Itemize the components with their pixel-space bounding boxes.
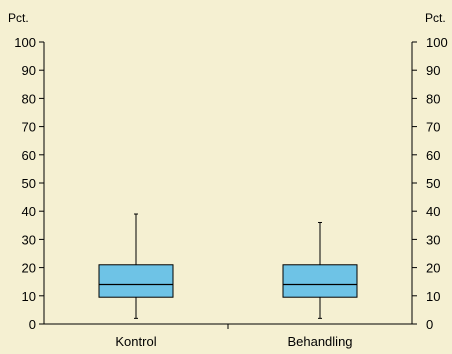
y-tick-label-left: 20 (22, 261, 36, 276)
y-tick-label-right: 70 (426, 120, 440, 135)
y-tick-label-right: 40 (426, 204, 440, 219)
y-tick-label-left: 50 (22, 176, 36, 191)
y-tick-label-right: 30 (426, 232, 440, 247)
y-unit-label-right: Pct. (425, 11, 446, 25)
y-tick-label-left: 10 (22, 289, 36, 304)
y-tick-label-right: 20 (426, 261, 440, 276)
y-tick-label-left: 80 (22, 91, 36, 106)
box-behandling (282, 221, 358, 319)
y-tick-label-left: 0 (29, 317, 36, 332)
category-label: Behandling (287, 334, 352, 349)
y-tick-label-right: 100 (426, 35, 448, 50)
y-tick-label-right: 90 (426, 63, 440, 78)
box-iqr (282, 264, 358, 298)
y-tick-label-left: 90 (22, 63, 36, 78)
y-tick-label-right: 10 (426, 289, 440, 304)
y-tick-label-left: 40 (22, 204, 36, 219)
box-iqr (98, 264, 174, 298)
y-tick-label-right: 0 (426, 317, 433, 332)
boxes (98, 213, 358, 319)
axes: 0 0 10 10 20 20 30 30 40 40 50 50 60 60 70 70 80 80 90 90 10… (14, 35, 447, 349)
y-tick-label-left: 30 (22, 232, 36, 247)
y-tick-label-right: 50 (426, 176, 440, 191)
category-label: Kontrol (115, 334, 156, 349)
y-tick-label-left: 60 (22, 148, 36, 163)
y-unit-label-left: Pct. (8, 11, 29, 25)
y-tick-label-right: 60 (426, 148, 440, 163)
y-tick-label-left: 100 (14, 35, 36, 50)
box-kontrol (98, 213, 174, 319)
y-tick-label-right: 80 (426, 91, 440, 106)
y-tick-label-left: 70 (22, 120, 36, 135)
